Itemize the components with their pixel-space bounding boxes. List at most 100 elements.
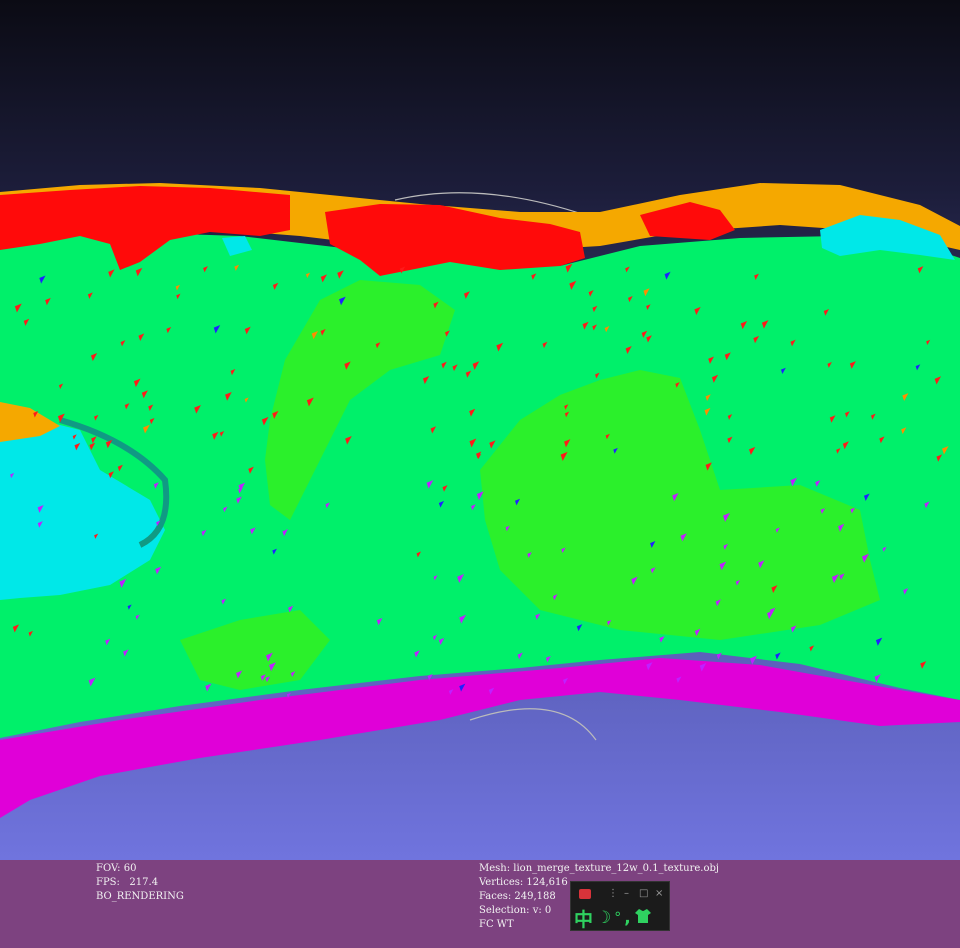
- face-marker: [719, 561, 727, 571]
- face-marker: [531, 273, 537, 280]
- face-marker: [320, 329, 326, 336]
- face-marker: [472, 361, 480, 370]
- face-marker: [74, 442, 81, 451]
- face-marker: [750, 655, 758, 665]
- face-marker: [272, 282, 279, 290]
- face-marker: [664, 271, 671, 280]
- face-marker: [194, 404, 201, 414]
- mesh-green-region: [0, 232, 960, 738]
- face-marker: [882, 546, 887, 552]
- face-marker: [339, 296, 346, 306]
- mesh-render[interactable]: [0, 0, 960, 860]
- face-marker: [505, 525, 510, 532]
- moon-icon[interactable]: ☽: [596, 908, 612, 928]
- faces-label: Faces: 249,188: [479, 891, 556, 902]
- face-marker: [205, 683, 212, 692]
- punctuation-icon[interactable]: ,: [624, 908, 631, 928]
- face-marker: [561, 547, 566, 554]
- face-marker: [917, 266, 924, 274]
- face-marker: [422, 376, 430, 385]
- face-marker: [564, 404, 569, 410]
- ime-toolbar[interactable]: ⋮ – □ × 中 ☽ ° ,: [570, 881, 670, 931]
- face-marker: [175, 284, 180, 291]
- ime-controls: 中 ☽ ° ,: [571, 905, 669, 931]
- face-marker: [156, 520, 161, 526]
- face-marker: [514, 498, 521, 506]
- face-marker: [672, 493, 679, 502]
- face-marker: [680, 533, 687, 542]
- face-marker: [625, 346, 632, 355]
- face-marker: [124, 403, 130, 410]
- face-marker: [827, 362, 832, 368]
- face-marker: [862, 553, 869, 563]
- face-marker: [699, 663, 707, 672]
- face-marker: [870, 413, 876, 420]
- face-marker: [823, 308, 830, 316]
- face-marker: [627, 296, 633, 303]
- face-marker: [288, 605, 294, 613]
- face-marker: [89, 442, 96, 451]
- ime-minimize-button[interactable]: –: [624, 888, 629, 899]
- face-marker: [477, 453, 482, 460]
- face-marker: [740, 320, 748, 330]
- face-marker: [723, 543, 729, 550]
- face-marker: [127, 604, 132, 610]
- half-width-icon[interactable]: °: [614, 910, 622, 926]
- face-marker: [14, 303, 22, 313]
- face-marker: [213, 325, 221, 334]
- mesh-red-region-1: [0, 186, 290, 270]
- ime-options-button[interactable]: ⋮: [608, 888, 618, 899]
- face-markers: [10, 263, 949, 699]
- face-marker: [535, 613, 541, 620]
- ime-language-toggle[interactable]: 中: [574, 908, 594, 931]
- face-marker: [176, 293, 181, 300]
- face-marker: [430, 426, 437, 434]
- face-marker: [433, 575, 438, 581]
- ime-titlebar[interactable]: ⋮ – □ ×: [571, 885, 669, 903]
- face-marker: [705, 462, 712, 471]
- face-marker: [57, 413, 65, 423]
- face-marker: [829, 415, 836, 423]
- face-marker: [631, 576, 638, 585]
- face-marker: [545, 655, 551, 663]
- face-marker: [265, 676, 271, 683]
- face-marker: [646, 335, 652, 343]
- face-marker: [650, 567, 656, 574]
- face-marker: [560, 451, 568, 461]
- face-marker: [562, 677, 569, 685]
- face-marker: [465, 370, 472, 378]
- face-marker: [143, 424, 150, 434]
- face-marker: [489, 440, 496, 449]
- face-marker: [650, 541, 656, 548]
- face-marker: [33, 410, 39, 418]
- face-marker: [582, 321, 589, 330]
- face-marker: [936, 454, 943, 462]
- face-marker: [903, 588, 909, 595]
- mesh-info: Mesh: lion_merge_texture_12w_0.1_texture…: [479, 862, 719, 932]
- ime-close-button[interactable]: ×: [655, 888, 664, 899]
- face-marker: [476, 491, 484, 501]
- face-marker: [290, 671, 296, 677]
- ime-restore-button[interactable]: □: [639, 888, 649, 899]
- 3d-viewport[interactable]: [0, 0, 960, 860]
- face-marker: [727, 436, 733, 444]
- face-marker: [119, 578, 127, 588]
- face-marker: [37, 521, 43, 528]
- face-marker: [775, 527, 780, 533]
- face-marker: [414, 650, 420, 658]
- face-marker: [496, 342, 504, 352]
- vertices-label: Vertices: 124,616: [479, 877, 568, 888]
- render-mode-label: BO_RENDERING: [96, 891, 184, 902]
- face-marker: [926, 339, 931, 346]
- face-marker: [221, 598, 226, 605]
- face-marker: [942, 446, 949, 455]
- face-marker: [934, 376, 942, 385]
- face-marker: [133, 378, 141, 388]
- face-marker: [716, 652, 722, 660]
- face-marker: [780, 367, 786, 375]
- mesh-red-region-3: [640, 202, 735, 240]
- mesh-green-patch-3: [180, 610, 330, 690]
- face-marker: [761, 320, 769, 329]
- render-info: FOV: 60 FPS: 217.4 BO_RENDERING: [96, 862, 184, 904]
- shirt-icon[interactable]: [634, 907, 652, 929]
